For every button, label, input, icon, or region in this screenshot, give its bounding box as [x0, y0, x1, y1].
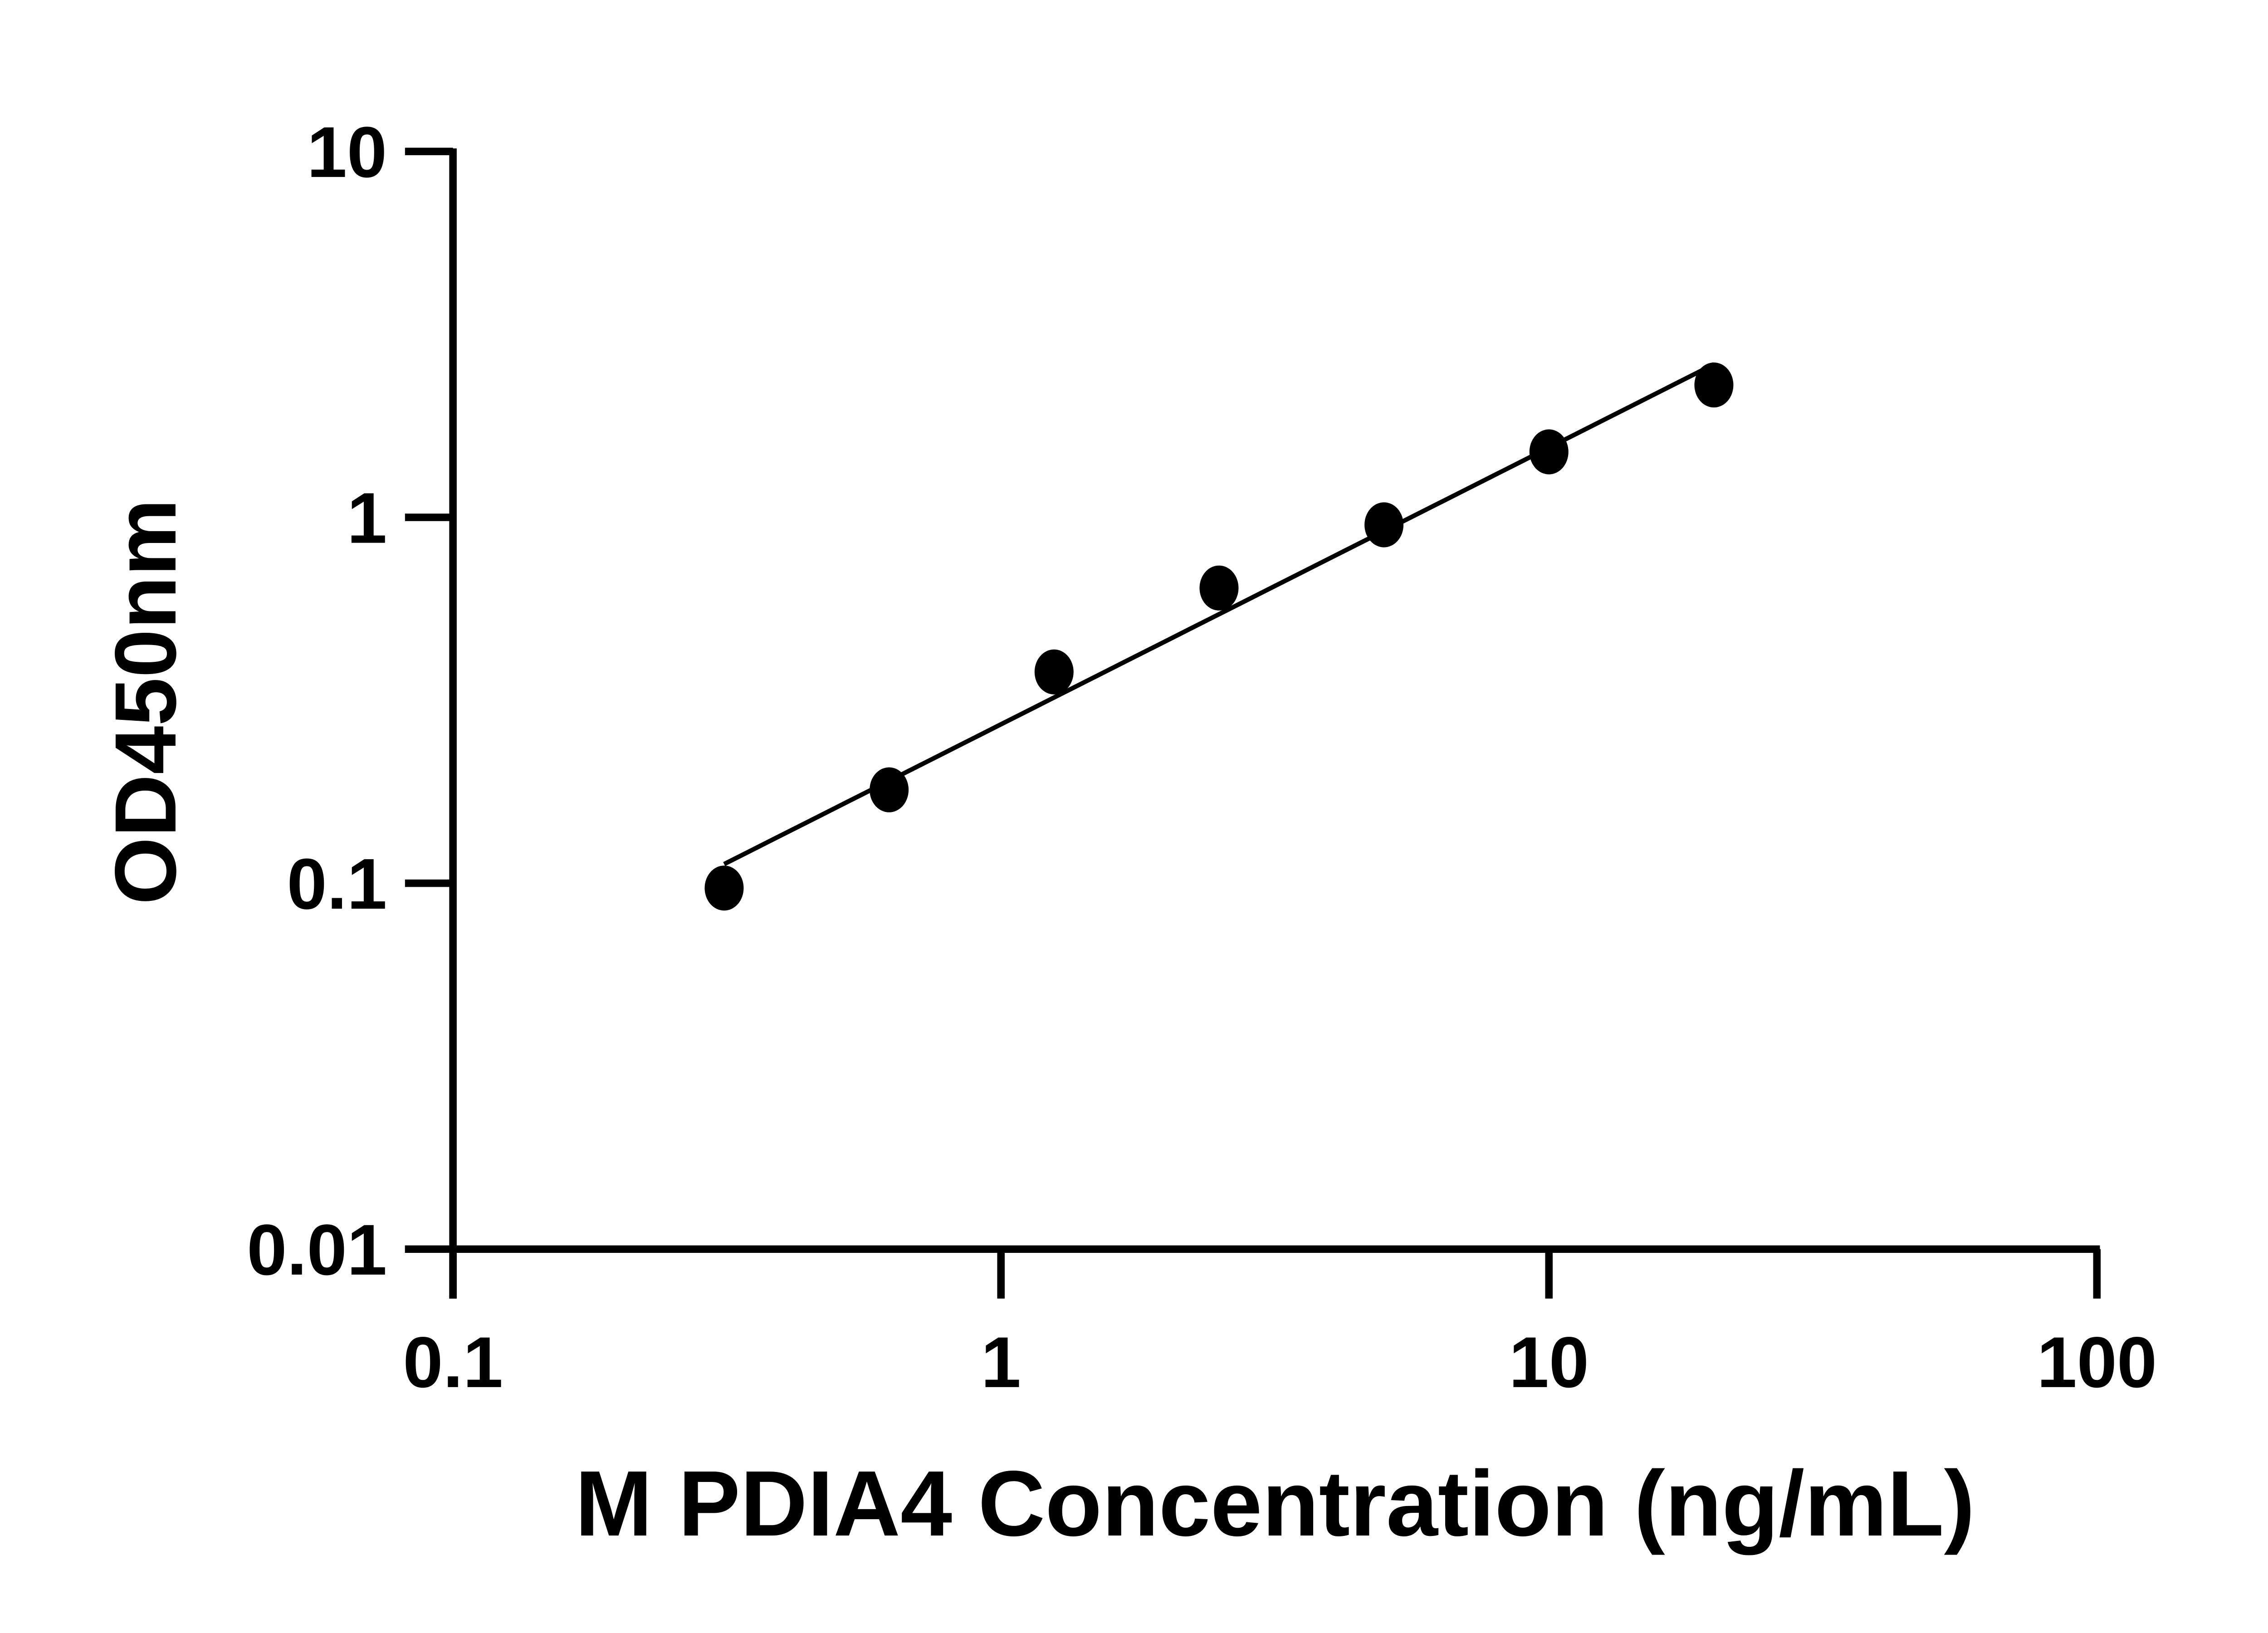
- data-point: [1034, 649, 1074, 694]
- y-tick-label: 1: [347, 478, 387, 558]
- x-axis-label: M PDIA4 Concentration (ng/mL): [575, 1452, 1975, 1555]
- y-axis-label: OD450nm: [97, 499, 194, 905]
- data-point: [870, 767, 909, 812]
- data-point: [1364, 502, 1404, 548]
- x-tick-label: 1: [981, 1322, 1021, 1403]
- data-point: [1199, 565, 1239, 611]
- y-tick-label: 10: [307, 112, 387, 192]
- x-tick-label: 10: [1509, 1322, 1589, 1403]
- data-point: [704, 865, 744, 911]
- y-tick-label: 0.1: [287, 843, 387, 924]
- y-tick-label: 0.01: [247, 1209, 387, 1290]
- x-tick-label: 0.1: [403, 1322, 503, 1403]
- x-tick-label: 100: [2037, 1322, 2157, 1403]
- data-point: [1529, 429, 1569, 474]
- axes: [405, 148, 2100, 1299]
- data-point: [1694, 362, 1734, 408]
